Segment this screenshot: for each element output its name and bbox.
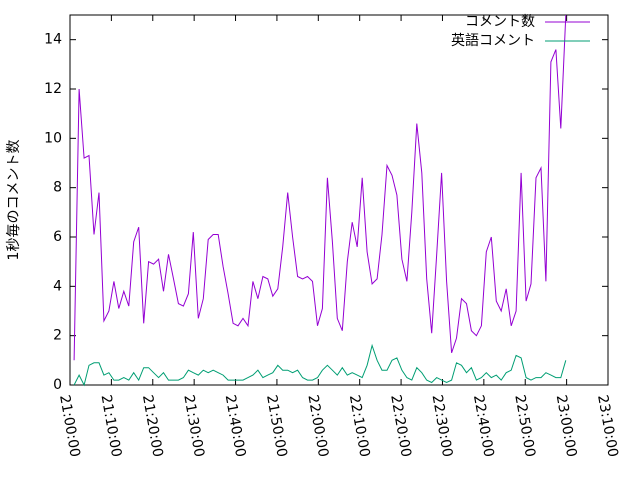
x-tick-label: 23:10:00 [594,394,621,459]
x-tick-label: 21:20:00 [139,394,166,459]
x-tick-label: 21:50:00 [263,394,290,459]
x-tick-label: 22:00:00 [304,394,331,459]
x-tick-label: 21:30:00 [180,394,207,459]
y-tick-label: 0 [53,377,62,393]
legend-label: 英語コメント [451,32,535,49]
series-line [73,14,567,361]
legend-label: コメント数 [465,14,535,30]
y-tick-label: 4 [53,278,62,294]
x-tick-label: 22:30:00 [429,394,456,459]
y-tick-label: 14 [44,32,62,48]
x-tick-label: 21:40:00 [222,394,249,459]
x-tick-label: 22:10:00 [346,394,373,459]
series-line [73,343,567,387]
x-tick-label: 23:00:00 [553,394,580,459]
y-tick-label: 6 [53,229,62,245]
plot-border [69,14,609,386]
x-tick-label: 22:40:00 [470,394,497,459]
x-tick-label: 22:20:00 [387,394,414,459]
y-tick-label: 10 [44,130,62,146]
y-axis-label: 1秒毎のコメント数 [6,140,22,261]
y-tick-label: 12 [44,81,62,97]
x-tick-label: 21:10:00 [98,394,125,459]
x-tick-label: 22:50:00 [511,394,538,459]
y-tick-label: 2 [53,328,62,344]
x-tick-label: 21:00:00 [56,394,83,459]
y-tick-label: 8 [53,180,62,196]
